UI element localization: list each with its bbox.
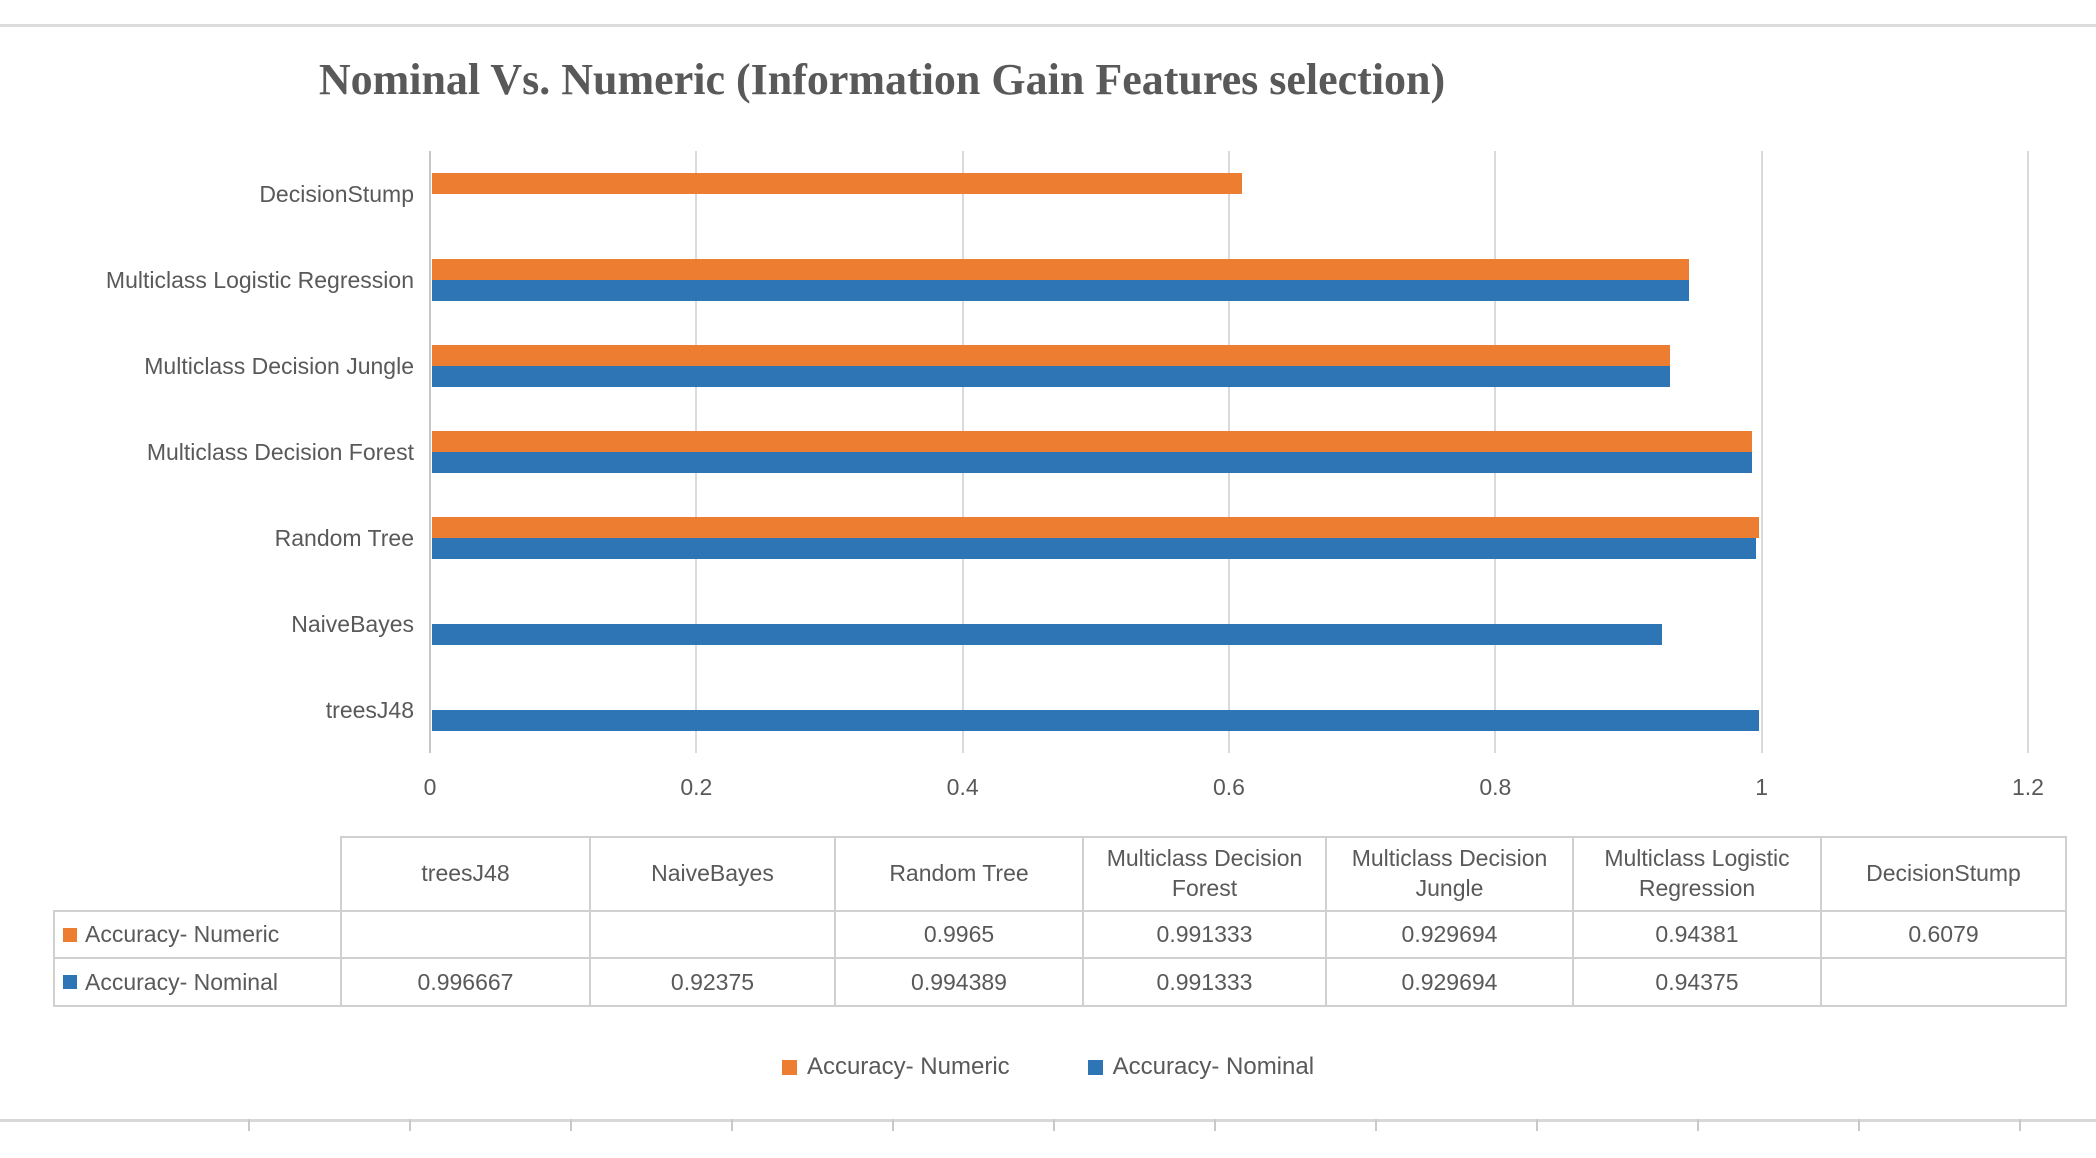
table-header-multiclass-logistic-regression: Multiclass Logistic Regression [1572,836,1822,912]
table-cell-accuracy-nominal-random-tree: 0.994389 [834,957,1084,1007]
table-row-label: Accuracy- Nominal [85,968,278,995]
bar-accuracy-numeric-multiclass-decision-forest [432,431,1753,452]
table-header-treesj48: treesJ48 [340,836,591,912]
legend-swatch-accuracy-numeric [781,1059,797,1075]
category-label-multiclass-logistic-regression: Multiclass Logistic Regression [105,266,414,293]
bar-accuracy-numeric-multiclass-decision-jungle [432,345,1671,366]
legend-item-accuracy-nominal: Accuracy- Nominal [1087,1053,1315,1081]
table-cell-accuracy-numeric-multiclass-decision-jungle: 0.929694 [1325,910,1574,959]
category-label-multiclass-decision-forest: Multiclass Decision Forest [146,438,414,465]
table-row-accuracy-nominal: Accuracy- Nominal 0.996667 0.92375 0.994389… [53,957,2067,1007]
value-axis-line [429,151,431,753]
bottom-axis-tick [1858,1119,1860,1131]
table-row-label-cell-accuracy-nominal: Accuracy- Nominal [53,957,342,1007]
category-label-treesj48: treesJ48 [325,696,414,723]
category-axis-labels: DecisionStump Multiclass Logistic Regress… [0,151,414,753]
category-label-naivebayes: NaiveBayes [291,610,414,637]
bar-accuracy-numeric-multiclass-logistic-regression [432,259,1689,280]
table-corner-cell [54,837,341,911]
x-tick-label-1: 1 [1755,774,1769,800]
bar-accuracy-nominal-multiclass-logistic-regression [432,280,1689,301]
x-axis-labels: 0 0.2 0.4 0.6 0.8 1 1.2 [0,774,2096,804]
table-header-random-tree: Random Tree [834,836,1084,912]
bottom-axis-line [0,1119,2096,1122]
table-cell-accuracy-numeric-naivebayes [589,910,836,959]
legend-swatch-accuracy-nominal [1087,1059,1103,1075]
table-header-multiclass-decision-forest: Multiclass Decision Forest [1082,836,1327,912]
category-label-decisionstump: DecisionStump [259,180,414,207]
bar-accuracy-numeric-random-tree [432,517,1759,538]
legend-label: Accuracy- Nominal [1112,1053,1315,1080]
legend-item-accuracy-numeric: Accuracy- Numeric [781,1053,1010,1081]
table-header-naivebayes: NaiveBayes [589,836,836,912]
bottom-axis-tick [1375,1119,1377,1131]
bottom-axis-tick [1536,1119,1538,1131]
x-tick-label-0.8: 0.8 [1479,774,1512,800]
table-header-multiclass-decision-jungle: Multiclass Decision Jungle [1325,836,1574,912]
bottom-axis-tick [1053,1119,1055,1131]
top-divider-line [0,24,2096,27]
bar-accuracy-nominal-random-tree [432,538,1757,559]
bottom-axis-tick [1697,1119,1699,1131]
table-cell-accuracy-numeric-multiclass-logistic-regression: 0.94381 [1572,910,1822,959]
table-header-decisionstump: DecisionStump [1820,836,2067,912]
chart-legend: Accuracy- Numeric Accuracy- Nominal [0,1048,2096,1086]
bottom-axis-tick [731,1119,733,1131]
bar-accuracy-nominal-multiclass-decision-forest [432,452,1753,473]
table-cell-accuracy-nominal-multiclass-logistic-regression: 0.94375 [1572,957,1822,1007]
x-tick-label-0: 0 [423,774,437,800]
table-cell-accuracy-numeric-multiclass-decision-forest: 0.991333 [1082,910,1327,959]
gridline-1 [1760,151,1763,753]
table-row-label: Accuracy- Numeric [85,921,280,947]
x-tick-label-0.6: 0.6 [1213,774,1245,800]
bottom-axis-tick [1214,1119,1216,1131]
table-cell-accuracy-numeric-decisionstump: 0.6079 [1820,910,2067,959]
table-row-accuracy-numeric: Accuracy- Numeric 0.9965 0.991333 0.929694 0… [53,910,2067,959]
category-label-random-tree: Random Tree [274,524,414,551]
table-cell-accuracy-nominal-multiclass-decision-forest: 0.991333 [1082,957,1327,1007]
chart-title: Nominal Vs. Numeric (Information Gain Fe… [318,55,1446,104]
x-tick-label-0.2: 0.2 [680,774,713,800]
plot-area [429,151,2029,753]
legend-label: Accuracy- Numeric [806,1053,1010,1080]
table-cell-accuracy-nominal-treesj48: 0.996667 [340,957,591,1007]
bar-accuracy-nominal-naivebayes [432,624,1663,645]
table-cell-accuracy-nominal-naivebayes: 0.92375 [589,957,836,1007]
table-row-label-cell-accuracy-numeric: Accuracy- Numeric [53,910,342,959]
bar-accuracy-nominal-treesj48 [432,710,1760,731]
legend-key-accuracy-nominal [63,975,77,989]
bottom-axis-tick [2019,1119,2021,1131]
category-label-multiclass-decision-jungle: Multiclass Decision Jungle [144,352,414,379]
bar-accuracy-numeric-decisionstump [432,173,1242,194]
gridline-1.2 [2027,151,2029,753]
bottom-axis-tick [570,1119,572,1131]
x-tick-label-0.4: 0.4 [946,774,979,800]
table-cell-accuracy-numeric-random-tree: 0.9965 [834,910,1084,959]
bottom-axis-tick [409,1119,411,1131]
chart-data-table: treesJ48 NaiveBayes Random Tree Multiclass … [53,836,2067,1007]
bottom-axis-tick [248,1119,250,1131]
bar-accuracy-nominal-multiclass-decision-jungle [432,366,1671,387]
table-cell-accuracy-nominal-multiclass-decision-jungle: 0.929694 [1325,957,1574,1007]
x-tick-label-1.2: 1.2 [2012,774,2044,800]
table-cell-accuracy-numeric-treesj48 [340,910,591,959]
bottom-axis-tick [892,1119,894,1131]
legend-key-accuracy-numeric [63,927,77,942]
table-cell-accuracy-nominal-decisionstump [1820,957,2067,1007]
